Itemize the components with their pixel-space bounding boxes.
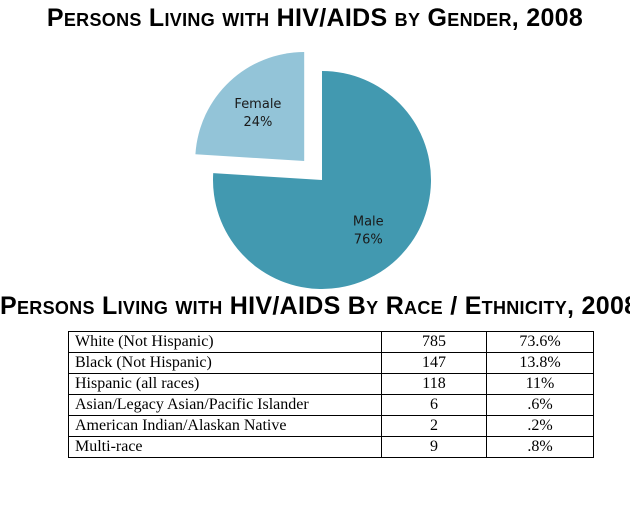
table-cell-pct: 73.6% xyxy=(486,331,594,353)
pie-value-male: 76% xyxy=(354,232,383,247)
table-cell-name: White (Not Hispanic) xyxy=(68,331,382,353)
pie-slice-female xyxy=(195,52,305,162)
table-cell-count: 2 xyxy=(381,415,487,437)
table-cell-pct: .6% xyxy=(486,394,594,416)
table-cell-pct: .8% xyxy=(486,436,594,458)
table-cell-name: Asian/Legacy Asian/Pacific Islander xyxy=(68,394,382,416)
table-cell-pct: 11% xyxy=(486,373,594,395)
pie-value-female: 24% xyxy=(243,115,272,130)
race-ethnicity-table: White (Not Hispanic) 785 73.6% Black (Not H… xyxy=(68,331,594,458)
table-cell-name: Hispanic (all races) xyxy=(68,373,382,395)
table-row: Black (Not Hispanic) 147 13.8% xyxy=(68,352,594,374)
table-row: White (Not Hispanic) 785 73.6% xyxy=(68,331,594,353)
pie-label-male: Male xyxy=(353,214,384,229)
table-cell-count: 6 xyxy=(381,394,487,416)
table-row: American Indian/Alaskan Native 2.2% xyxy=(68,415,594,437)
table-cell-pct: .2% xyxy=(486,415,594,437)
table-row: Hispanic (all races) 118 11% xyxy=(68,373,594,395)
table-row: Asian/Legacy Asian/Pacific Islander 6.6% xyxy=(68,394,594,416)
table-cell-count: 9 xyxy=(381,436,487,458)
table-cell-pct: 13.8% xyxy=(486,352,594,374)
gender-pie-chart: Female 24% Male 76% xyxy=(195,52,431,289)
pie-slice-male xyxy=(213,71,431,289)
table-cell-count: 785 xyxy=(381,331,487,353)
table-cell-name: American Indian/Alaskan Native xyxy=(68,415,382,437)
table-cell-name: Black (Not Hispanic) xyxy=(68,352,382,374)
table-cell-count: 118 xyxy=(381,373,487,395)
table-cell-name: Multi-race xyxy=(68,436,382,458)
table-title: Persons Living with HIV/AIDS By Race / E… xyxy=(0,292,630,320)
table-row: Multi-race 9.8% xyxy=(68,436,594,458)
pie-label-female: Female xyxy=(234,97,281,112)
table-cell-count: 147 xyxy=(381,352,487,374)
pie-chart-title: Persons Living with HIV/AIDS by Gender, … xyxy=(46,4,584,32)
